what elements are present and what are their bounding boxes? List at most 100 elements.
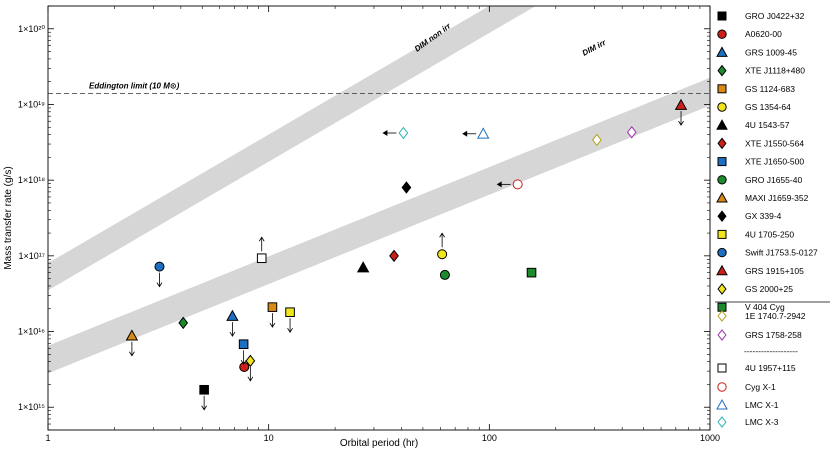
y-tick-label: 1×10¹⁹ <box>18 99 45 109</box>
legend-label-grs-1009-45: GRS 1009-45 <box>745 47 797 57</box>
point-swift-j1753-5-0127 <box>154 261 165 288</box>
marker-grs-1009-45 <box>226 309 239 321</box>
marker-gro-j0422-32 <box>199 384 209 395</box>
marker-gx-339-4 <box>401 181 412 194</box>
point-xte-j1550-564 <box>389 249 399 263</box>
arrow-gro-j0422-32 <box>201 395 207 411</box>
arrow-xte-j1650-500 <box>240 350 247 365</box>
x-tick-label: 10 <box>264 433 274 443</box>
y-tick-label: 1×10¹⁶ <box>18 327 45 337</box>
legend-marker-v-404-cyg <box>717 302 727 312</box>
marker-4u-1705-250 <box>285 307 295 318</box>
point-1e-1740-7-2942 <box>591 133 602 147</box>
marker-grs-1758-258 <box>626 125 637 139</box>
arrow-cyg-x-1-head <box>496 181 502 188</box>
marker-gs-1124-683 <box>267 302 278 312</box>
legend-label-4u-1957-115: 4U 1957+115 <box>745 363 796 373</box>
legend-label-maxi-j1659-352: MAXI J1659-352 <box>745 193 809 203</box>
point-grs-1009-45 <box>226 309 239 337</box>
legend-marker-cyg-x-1 <box>717 382 727 392</box>
point-gs-1124-683 <box>267 302 278 328</box>
legend-label-gs-1354-64: GS 1354-64 <box>745 102 791 112</box>
marker-4u-1957-115 <box>256 253 267 264</box>
legend-marker-a0620-00 <box>717 29 727 39</box>
arrow-4u-1957-115 <box>258 236 265 252</box>
legend-marker-grs-1915-105 <box>716 264 728 276</box>
point-4u-1543-57 <box>356 261 370 273</box>
marker-cyg-x-1 <box>512 179 523 190</box>
arrow-lmc-x-1-head <box>462 130 468 137</box>
point-gx-339-4 <box>401 181 412 194</box>
y-axis-label: Mass transfer rate (g/s) <box>3 166 14 269</box>
marker-4u-1543-57 <box>356 261 370 273</box>
legend-dashed-separator: ------------------- <box>744 346 798 356</box>
legend-marker-lmc-x-3 <box>717 416 727 428</box>
legend-label-v-404-cyg: V 404 Cyg <box>745 302 785 312</box>
legend-label-cyg-x-1: Cyg X-1 <box>745 382 776 392</box>
legend-label-gs-1124-683: GS 1124-683 <box>745 84 795 94</box>
point-gro-j1655-40 <box>439 269 450 280</box>
legend-label-xte-j1118-480: XTE J1118+480 <box>745 66 805 76</box>
eddington-label: Eddington limit (10 M⊙) <box>89 81 180 90</box>
arrow-4u-1705-250 <box>287 318 293 333</box>
legend-marker-grs-1009-45 <box>716 46 728 57</box>
point-gs-1354-64 <box>437 232 448 260</box>
legend-marker-4u-1543-57 <box>716 119 728 130</box>
legend-label-lmc-x-3: LMC X-3 <box>745 417 779 427</box>
legend-marker-swift-j1753-5-0127 <box>717 247 727 258</box>
marker-gs-1354-64 <box>437 249 448 260</box>
marker-swift-j1753-5-0127 <box>154 261 165 272</box>
legend-marker-4u-1957-115 <box>717 363 727 373</box>
legend-marker-xte-j1550-564 <box>717 137 727 150</box>
legend-label-gro-j0422-32: GRO J0422+32 <box>745 11 805 21</box>
plot-frame <box>47 5 711 431</box>
arrow-grs-1009-45 <box>229 322 236 337</box>
marker-lmc-x-3 <box>398 126 409 140</box>
point-4u-1957-115 <box>256 236 267 264</box>
point-lmc-x-1 <box>462 127 490 139</box>
point-gro-j0422-32 <box>199 384 209 411</box>
point-grs-1915-105 <box>674 98 688 126</box>
legend-marker-lmc-x-1 <box>716 398 728 410</box>
arrow-gs-2000-25 <box>247 366 254 382</box>
legend-marker-4u-1705-250 <box>717 229 727 239</box>
marker-xte-j1550-564 <box>389 249 399 263</box>
legend-marker-gs-2000-25 <box>717 283 727 295</box>
marker-gro-j1655-40 <box>439 269 450 280</box>
arrow-grs-1915-105 <box>678 111 684 126</box>
y-tick-label: 1×10²⁰ <box>18 24 45 34</box>
y-tick-label: 1×10¹⁸ <box>18 175 45 185</box>
x-axis-label: Orbital period (hr) <box>340 438 418 449</box>
point-lmc-x-3 <box>382 126 409 140</box>
legend-marker-grs-1758-258 <box>717 329 727 341</box>
arrow-gs-1354-64 <box>439 232 445 248</box>
marker-grs-1915-105 <box>674 98 688 110</box>
point-maxi-j1659-352 <box>125 329 139 357</box>
marker-v-404-cyg <box>526 267 537 278</box>
legend-label-xte-j1550-564: XTE J1550-564 <box>745 138 804 148</box>
legend-label-swift-j1753-5-0127: Swift J1753.5-0127 <box>745 248 818 258</box>
marker-xte-j1118-480 <box>178 316 189 330</box>
point-cyg-x-1 <box>496 179 523 190</box>
point-gs-2000-25 <box>245 354 256 382</box>
legend-marker-gs-1354-64 <box>717 102 727 112</box>
band-label-dim-irr: DIM irr <box>581 38 608 58</box>
point-grs-1758-258 <box>626 125 637 139</box>
legend-label-gx-339-4: GX 339-4 <box>745 211 782 221</box>
point-xte-j1650-500 <box>238 339 249 365</box>
legend-marker-1e-1740-7-2942 <box>717 310 727 322</box>
point-4u-1705-250 <box>285 307 295 333</box>
marker-gs-2000-25 <box>245 354 256 368</box>
legend-marker-xte-j1650-500 <box>717 157 727 167</box>
arrow-lmc-x-3-head <box>382 129 388 136</box>
y-tick-label: 1×10¹⁵ <box>18 402 45 412</box>
legend-marker-gx-339-4 <box>717 210 727 223</box>
point-v-404-cyg <box>526 267 537 278</box>
y-tick-label: 1×10¹⁷ <box>18 251 45 261</box>
band-dim-non-irr <box>48 6 536 291</box>
point-xte-j1118-480 <box>178 316 189 330</box>
legend-marker-gs-1124-683 <box>717 84 727 94</box>
legend-label-grs-1915-105: GRS 1915+105 <box>745 266 804 276</box>
legend-label-xte-j1650-500: XTE J1650-500 <box>745 157 804 167</box>
